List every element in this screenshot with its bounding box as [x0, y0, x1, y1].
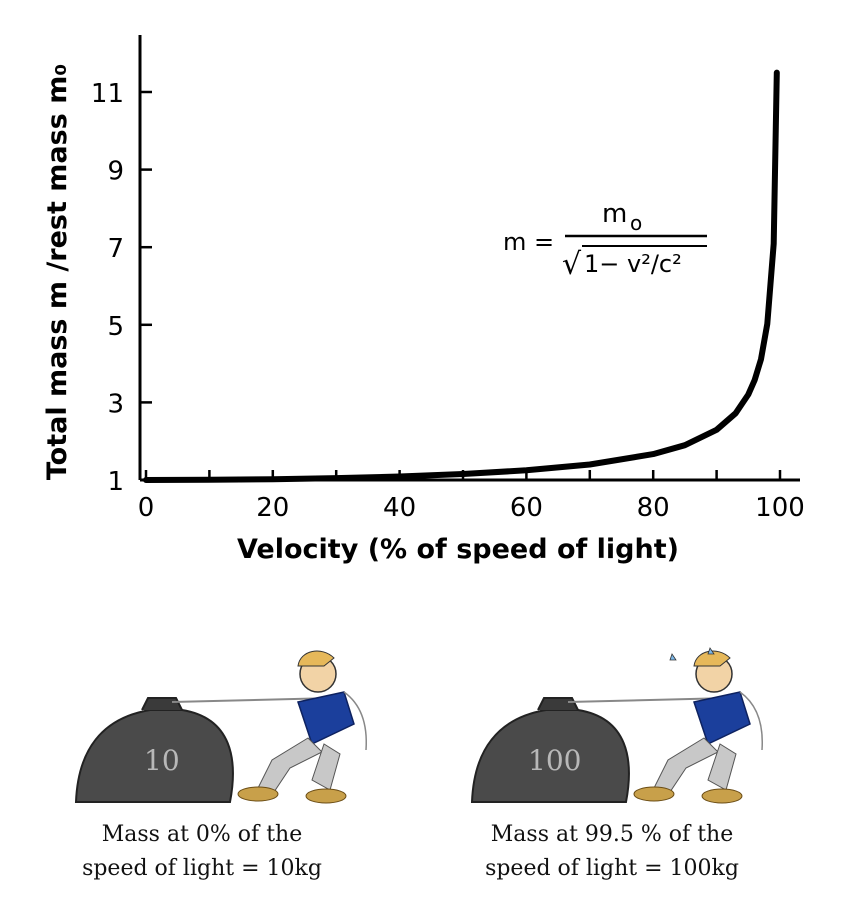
formula-numerator: m: [602, 199, 627, 229]
man-pulling-weight-picture: 10: [74, 650, 367, 804]
y-tick-label: 7: [107, 234, 124, 264]
weight-label: 100: [528, 744, 581, 777]
series-line-mass-ratio: [143, 69, 780, 483]
x-tick-label: 20: [256, 493, 289, 523]
y-axis-ticks: 1 3 5 7 9 11: [91, 79, 152, 497]
formula-denominator: 1− v²/c²: [584, 250, 682, 278]
caption-line-2: speed of light = 100kg: [485, 856, 739, 881]
y-tick-label: 3: [107, 389, 124, 419]
caption-line-1: Mass at 99.5 % of the: [490, 822, 734, 847]
y-tick-label: 11: [91, 79, 124, 109]
x-tick-label: 80: [637, 493, 670, 523]
y-tick-label: 5: [107, 312, 124, 342]
caption-rest-mass: Mass at 0% of the speed of light = 10kg: [52, 818, 352, 886]
caption-line-2: speed of light = 10kg: [82, 856, 322, 881]
y-tick-label: 9: [107, 157, 124, 187]
caption-line-1: Mass at 0% of the: [101, 822, 303, 847]
formula-numerator-subscript: o: [630, 211, 642, 235]
x-axis-ticks: 0 20 40 60 80 100: [138, 470, 805, 523]
man-pulling-heavy-weight-picture: 100: [470, 647, 763, 804]
y-axis-title: Total mass m /rest mass m₀: [42, 64, 73, 480]
illustration-rest-mass: 10: [62, 640, 402, 820]
weight-label: 10: [144, 744, 180, 777]
x-tick-label: 60: [510, 493, 543, 523]
formula-root-sign: √: [562, 247, 582, 282]
y-tick-label: 1: [107, 467, 124, 497]
x-tick-label: 40: [383, 493, 416, 523]
caption-relativistic-mass: Mass at 99.5 % of the speed of light = 1…: [462, 818, 762, 886]
x-tick-label: 0: [138, 493, 155, 523]
x-axis-title: Velocity (% of speed of light): [237, 534, 679, 565]
mass-velocity-chart: 0 20 40 60 80 100 1 3 5 7 9 11 Velocity (% of spee…: [42, 35, 805, 565]
formula-annotation: m = m o √ 1− v²/c²: [503, 199, 707, 282]
illustration-relativistic-mass: 100: [462, 640, 802, 820]
formula-lhs: m =: [503, 228, 554, 256]
x-tick-label: 100: [755, 493, 805, 523]
